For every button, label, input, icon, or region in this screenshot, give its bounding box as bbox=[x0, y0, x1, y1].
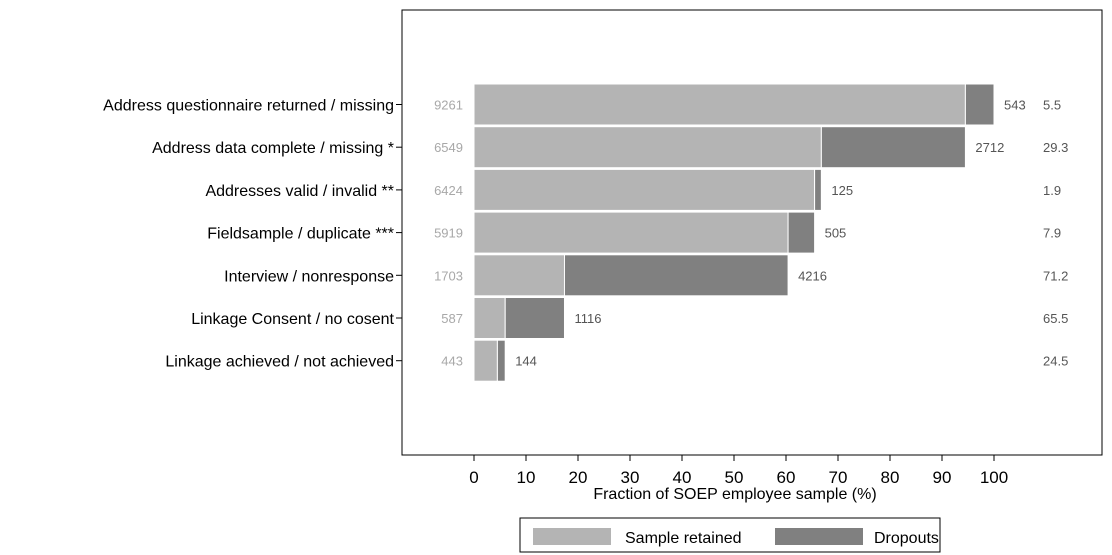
retained-count-label: 9261 bbox=[434, 98, 463, 113]
bar-retained bbox=[473, 168, 816, 211]
bar-retained bbox=[473, 126, 822, 169]
category-label: Interview / nonresponse bbox=[224, 268, 394, 285]
x-axis: 0 10 20 30 40 50 60 70 80 90 100 bbox=[402, 454, 1102, 487]
dropout-percent-label: 65.5 bbox=[1043, 311, 1068, 326]
x-tick-label: 20 bbox=[569, 468, 588, 487]
dropout-percent-label: 1.9 bbox=[1043, 183, 1061, 198]
dropout-count-label: 543 bbox=[1004, 98, 1026, 113]
dropout-count-label: 2712 bbox=[975, 140, 1004, 155]
x-axis-title: Fraction of SOEP employee sample (%) bbox=[593, 486, 876, 503]
category-label: Address data complete / missing * bbox=[152, 140, 394, 157]
dropout-count-label: 125 bbox=[831, 183, 853, 198]
x-tick-label: 30 bbox=[621, 468, 640, 487]
dropout-count-label: 4216 bbox=[798, 268, 827, 283]
dropout-percent-label: 24.5 bbox=[1043, 354, 1068, 369]
dropout-percent-label: 7.9 bbox=[1043, 226, 1061, 241]
category-labels: Address questionnaire returned / missing… bbox=[103, 98, 402, 371]
value-labels: 9261 543 5.5 6549 2712 29.3 6424 125 1.9 5919 505 7… bbox=[434, 98, 1068, 369]
legend-swatch-dropouts bbox=[775, 528, 863, 545]
bar-dropout bbox=[787, 211, 816, 254]
x-tick-label: 50 bbox=[725, 468, 744, 487]
x-tick-label: 80 bbox=[881, 468, 900, 487]
category-label: Address questionnaire returned / missing bbox=[103, 98, 394, 115]
x-tick-label: 0 bbox=[469, 468, 478, 487]
x-tick-label: 90 bbox=[933, 468, 952, 487]
dropout-count-label: 505 bbox=[825, 226, 847, 241]
category-label: Linkage Consent / no cosent bbox=[191, 311, 394, 328]
dropout-percent-label: 29.3 bbox=[1043, 140, 1068, 155]
dropout-count-label: 144 bbox=[515, 354, 537, 369]
legend-label-retained: Sample retained bbox=[625, 530, 742, 547]
retained-count-label: 5919 bbox=[434, 226, 463, 241]
bar-retained bbox=[473, 297, 506, 339]
bar-dropout bbox=[820, 126, 966, 169]
dropout-percent-label: 5.5 bbox=[1043, 98, 1061, 113]
legend-label-dropouts: Dropouts bbox=[874, 530, 939, 547]
category-label: Fieldsample / duplicate *** bbox=[207, 226, 394, 243]
x-tick-label: 60 bbox=[777, 468, 796, 487]
x-tick-label: 100 bbox=[980, 468, 1008, 487]
bar-retained bbox=[473, 339, 498, 382]
legend-swatch-retained bbox=[533, 528, 611, 545]
x-tick-label: 10 bbox=[517, 468, 536, 487]
bar-dropout bbox=[964, 83, 995, 126]
category-label: Addresses valid / invalid ** bbox=[205, 183, 394, 200]
bar-dropout bbox=[504, 297, 565, 339]
bar-retained bbox=[473, 254, 565, 297]
retained-count-label: 443 bbox=[441, 354, 463, 369]
bars-layer bbox=[473, 83, 995, 382]
bar-retained bbox=[473, 83, 966, 126]
bar-retained bbox=[473, 211, 789, 254]
retained-count-label: 587 bbox=[441, 311, 463, 326]
x-tick-label: 40 bbox=[673, 468, 692, 487]
x-tick-label: 70 bbox=[829, 468, 848, 487]
legend: Sample retained Dropouts bbox=[519, 517, 941, 553]
retained-count-label: 6424 bbox=[434, 183, 463, 198]
category-label: Linkage achieved / not achieved bbox=[165, 354, 394, 371]
bar-dropout bbox=[496, 339, 506, 382]
bar-dropout bbox=[814, 168, 822, 211]
dropout-percent-label: 71.2 bbox=[1043, 268, 1068, 283]
retained-count-label: 6549 bbox=[434, 140, 463, 155]
dropout-count-label: 1116 bbox=[574, 311, 601, 326]
bar-dropout bbox=[563, 254, 789, 297]
retained-count-label: 1703 bbox=[434, 268, 463, 283]
